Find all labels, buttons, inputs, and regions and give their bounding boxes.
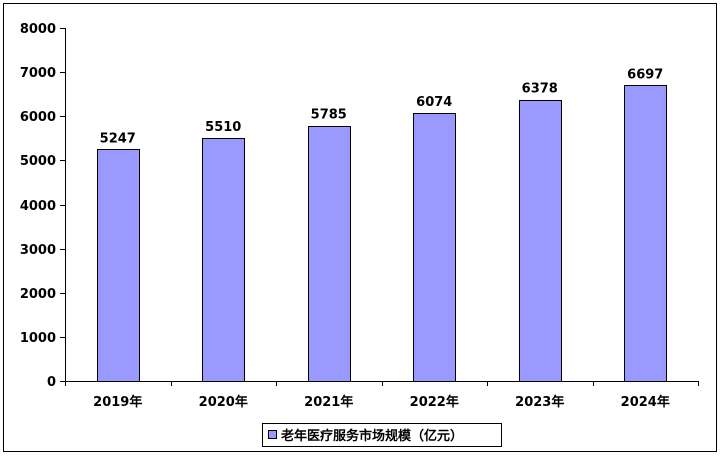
bar-2021年 bbox=[308, 126, 351, 382]
data-label: 5510 bbox=[205, 120, 241, 135]
bar-2024年 bbox=[624, 85, 667, 382]
y-tick-label: 4000 bbox=[20, 199, 56, 214]
x-tick-label: 2023年 bbox=[515, 394, 564, 410]
legend-swatch bbox=[268, 430, 277, 439]
y-tick-label: 3000 bbox=[20, 243, 56, 258]
data-label: 6074 bbox=[416, 95, 452, 110]
y-tick-label: 1000 bbox=[20, 331, 56, 346]
legend: 老年医疗服务市场规模（亿元） bbox=[262, 423, 502, 447]
y-tick-label: 7000 bbox=[20, 66, 56, 81]
data-label: 5785 bbox=[311, 108, 347, 123]
data-label: 6378 bbox=[522, 82, 558, 97]
legend-label: 老年医疗服务市场规模（亿元） bbox=[280, 428, 463, 444]
y-axis-ticks: 0 1000 2000 3000 4000 5000 6000 7000 8000 bbox=[20, 22, 65, 390]
x-tick-label: 2021年 bbox=[304, 394, 353, 410]
data-label: 5247 bbox=[100, 131, 136, 146]
bar-2022年 bbox=[413, 113, 456, 382]
bar-2019年 bbox=[97, 149, 140, 382]
x-tick-label: 2022年 bbox=[410, 394, 459, 410]
legend-box bbox=[262, 423, 502, 447]
y-tick-label: 2000 bbox=[20, 287, 56, 302]
x-axis-ticks: 2019年 2020年 2021年 2022年 2023年 2024年 bbox=[65, 381, 699, 410]
data-label: 6697 bbox=[627, 67, 663, 82]
x-tick-label: 2020年 bbox=[199, 394, 248, 410]
bar-2020年 bbox=[202, 138, 245, 382]
y-tick-label: 0 bbox=[47, 375, 56, 390]
y-tick-label: 6000 bbox=[20, 110, 56, 125]
y-tick-label: 5000 bbox=[20, 154, 56, 169]
bar-2023年 bbox=[519, 100, 562, 382]
x-tick-label: 2019年 bbox=[93, 394, 142, 410]
y-tick-label: 8000 bbox=[20, 22, 56, 37]
x-tick-label: 2024年 bbox=[621, 394, 670, 410]
bars-layer: 5247 5510 5785 6074 6378 6697 bbox=[97, 67, 667, 382]
